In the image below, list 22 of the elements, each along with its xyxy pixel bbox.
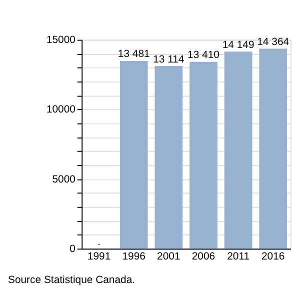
bar <box>154 66 183 249</box>
bar <box>224 52 252 249</box>
y-tick-label: 5000 <box>52 174 76 186</box>
data-label: 13 410 <box>188 50 220 62</box>
bar <box>190 62 218 249</box>
y-tick-label: 0 <box>70 244 76 255</box>
data-label: 14 364 <box>257 36 290 48</box>
x-tick-label: 2016 <box>261 252 285 263</box>
data-label: 13 114 <box>153 54 184 66</box>
x-tick-label: 2001 <box>157 252 180 263</box>
source-note: Source Statistique Canada. <box>8 274 136 286</box>
data-label: 14 149 <box>222 40 254 51</box>
bar <box>259 48 288 249</box>
x-tick-label: 1996 <box>122 252 146 263</box>
y-tick-label: 10000 <box>46 104 76 116</box>
text: . <box>98 236 101 248</box>
x-tick-label: 2011 <box>227 252 250 263</box>
data-label: 13 481 <box>118 49 150 60</box>
y-tick-label: 15000 <box>46 35 76 46</box>
x-tick-label: 2006 <box>192 252 216 263</box>
bar <box>120 60 148 249</box>
x-tick-label: 1991 <box>87 252 111 263</box>
